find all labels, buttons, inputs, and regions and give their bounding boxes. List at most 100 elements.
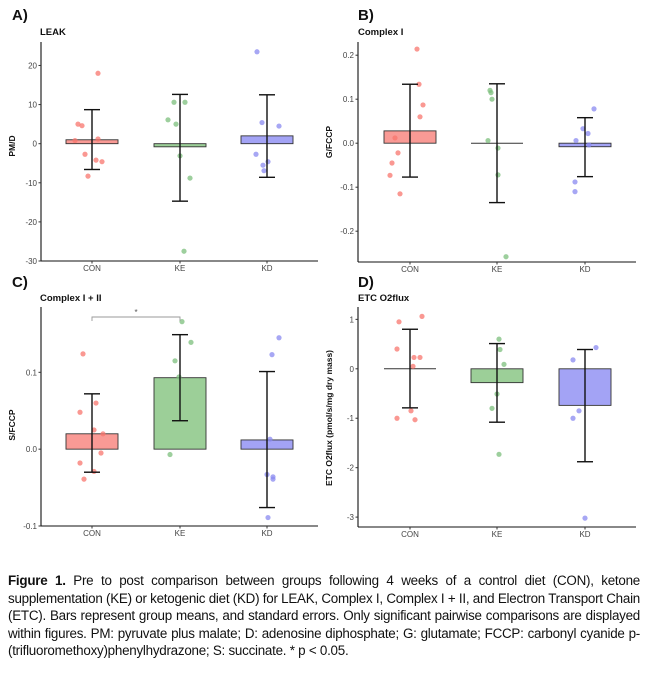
data-point [412, 417, 418, 423]
data-point [572, 189, 578, 195]
panel-letter: B) [358, 7, 374, 24]
y-axis-label: PM/D [7, 135, 17, 156]
data-point [265, 514, 271, 521]
data-point [77, 409, 83, 415]
data-point [80, 351, 86, 357]
panel-title: ETC O2flux [358, 293, 410, 304]
plot-area: 20 10 0 -10 -20 -30 CON KE KD [25, 42, 318, 273]
data-point [387, 172, 393, 178]
y-tick-label: 0.0 [26, 445, 38, 454]
data-point [489, 405, 495, 411]
data-point [416, 81, 422, 87]
data-point [419, 313, 425, 319]
data-point [173, 121, 179, 127]
y-axis-label: S/FCCP [7, 409, 17, 441]
data-point [269, 352, 275, 358]
x-tick-label: KD [579, 265, 590, 274]
data-point [98, 450, 104, 456]
data-point [495, 145, 501, 151]
y-tick-label: -0.1 [340, 183, 354, 192]
data-point [82, 151, 88, 157]
y-axis-label: ETC O2flux (pmol/s/mg dry mass) [324, 350, 334, 486]
data-point [179, 319, 185, 325]
data-point [188, 339, 194, 345]
data-point [572, 179, 578, 185]
y-tick-label: -20 [25, 218, 37, 227]
data-point [586, 142, 592, 148]
data-point [261, 168, 267, 174]
plot-area: 0.2 0.1 0.0 -0.1 -0.2 CON KE KD [340, 42, 636, 274]
data-point [501, 361, 507, 367]
data-point [417, 114, 423, 120]
panel-a: A) LEAK 20 10 0 -10 -20 -30 CON KE KD PM/D [7, 7, 318, 273]
data-point [420, 102, 426, 108]
data-point [165, 117, 171, 123]
data-point [265, 159, 271, 165]
figure-caption: Figure 1. Pre to post comparison between… [8, 572, 640, 660]
y-tick-label: -0.2 [340, 227, 354, 236]
data-point [396, 319, 402, 325]
data-point [276, 335, 282, 341]
data-point [176, 374, 182, 380]
data-point [410, 363, 416, 369]
y-tick-label: 0 [350, 365, 355, 374]
data-point [392, 135, 398, 141]
y-tick-label: 10 [28, 101, 37, 110]
x-tick-label: CON [401, 265, 419, 274]
x-tick-label: KE [175, 264, 186, 273]
data-point [254, 49, 260, 55]
y-tick-label: 0.1 [343, 95, 355, 104]
data-point [85, 173, 91, 179]
data-point [93, 157, 99, 163]
data-point [270, 476, 276, 482]
data-point [488, 90, 494, 96]
x-tick-label: KD [261, 529, 272, 538]
data-point [585, 130, 591, 137]
panel-d: D) ETC O2flux 1 0 -1 -2 -3 CON KE KD ETC O2flux… [324, 274, 636, 539]
data-point [95, 70, 101, 76]
y-axis-label: G/FCCP [324, 126, 334, 158]
data-point [570, 415, 576, 421]
data-point [411, 354, 417, 361]
data-point [503, 254, 509, 260]
data-point [414, 46, 420, 52]
data-point [100, 431, 106, 437]
x-tick-label: CON [83, 529, 101, 538]
data-point [171, 99, 177, 105]
data-point [582, 515, 588, 521]
y-tick-label: 0 [33, 140, 38, 149]
y-tick-label: -1 [347, 414, 355, 423]
data-point [495, 172, 501, 178]
data-point [573, 137, 579, 144]
data-point [93, 400, 99, 406]
panel-b: B) Complex I 0.2 0.1 0.0 -0.1 -0.2 CON KE KD G/… [324, 7, 636, 274]
data-point [496, 336, 502, 342]
data-point [593, 344, 599, 351]
panel-title: Complex I [358, 27, 403, 38]
y-tick-label: -10 [25, 179, 37, 188]
y-tick-label: 0.1 [26, 368, 38, 377]
data-point [576, 408, 582, 414]
data-point [172, 358, 178, 364]
data-point [267, 436, 273, 442]
significance-bracket [91, 316, 181, 321]
data-point [187, 175, 193, 181]
x-tick-label: KE [175, 529, 186, 538]
y-tick-label: -0.1 [23, 522, 37, 531]
y-tick-label: 20 [28, 61, 37, 70]
panel-letter: A) [12, 7, 28, 24]
data-point [95, 136, 101, 142]
caption-label: Figure 1. [8, 573, 66, 588]
data-point [79, 123, 85, 129]
data-point [485, 137, 491, 144]
data-point [276, 123, 282, 129]
x-tick-label: KE [492, 265, 503, 274]
data-point [394, 346, 400, 352]
data-point [395, 150, 401, 156]
x-tick-label: CON [83, 264, 101, 273]
data-point [182, 99, 188, 105]
y-tick-label: -2 [347, 464, 355, 473]
caption-text: Pre to post comparison between groups fo… [8, 573, 640, 659]
y-tick-label: 1 [350, 315, 355, 324]
